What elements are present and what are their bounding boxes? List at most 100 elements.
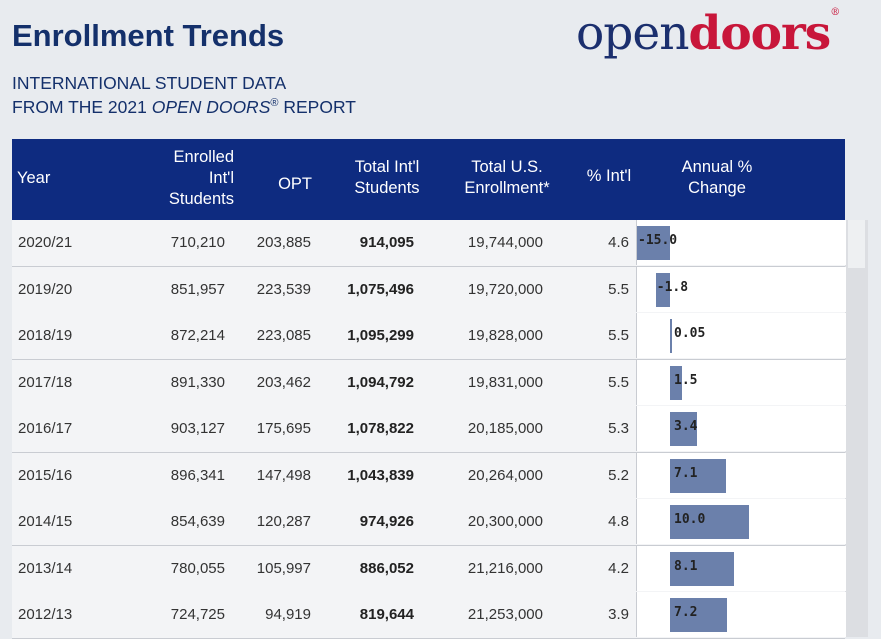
total-us-cell: 21,216,000 xyxy=(467,559,543,577)
table-row: 2014/15 854,639 120,287 974,926 20,300,000 4.… xyxy=(12,499,846,546)
change-bar xyxy=(670,365,682,400)
change-label: 10.0 xyxy=(674,512,706,527)
opt-cell: 203,885 xyxy=(256,234,311,251)
change-bar xyxy=(670,458,727,493)
total-intl-cell: 1,078,822 xyxy=(347,420,414,437)
total-intl-cell: 1,043,839 xyxy=(347,466,414,484)
table-row: 2018/19 872,214 223,085 1,095,299 19,828,000… xyxy=(12,313,846,360)
change-bar xyxy=(670,412,697,446)
change-label: 8.1 xyxy=(674,558,698,574)
year-cell: 2012/13 xyxy=(18,606,73,623)
table-row: 2020/21 710,210 203,885 914,095 19,744,000 4.… xyxy=(12,220,846,267)
logo-mark: ® xyxy=(830,7,840,18)
opt-cell: 175,695 xyxy=(256,420,311,437)
subtitle-text: FROM THE 2021 xyxy=(12,97,147,117)
change-cell: 7.2 xyxy=(636,592,846,637)
change-label: 3.4 xyxy=(674,419,698,434)
total-us-cell: 19,831,000 xyxy=(467,373,543,391)
change-label: 7.1 xyxy=(674,465,698,481)
enrolled-cell: 724,725 xyxy=(170,606,225,623)
subtitle: INTERNATIONAL STUDENT DATA xyxy=(12,73,287,93)
total-intl-cell: 1,094,792 xyxy=(347,373,414,391)
enrolled-cell: 854,639 xyxy=(170,513,225,530)
total-us-cell: 19,720,000 xyxy=(467,280,543,298)
change-cell: 10.0 xyxy=(636,499,846,544)
enrolled-cell: 872,214 xyxy=(170,327,225,344)
subtitle: FROM THE 2021 OPEN DOORS® REPORT xyxy=(12,97,356,118)
enrolled-cell: 780,055 xyxy=(170,559,225,577)
registered: ® xyxy=(270,97,279,110)
total-intl-cell: 974,926 xyxy=(359,513,414,530)
opt-cell: 223,539 xyxy=(256,280,311,298)
table-row: 2013/14 780,055 105,997 886,052 21,216,000 4.… xyxy=(12,545,846,593)
col-header[interactable]: Total U.S. Enrollment* xyxy=(464,158,550,197)
table-row: 2015/16 896,341 147,498 1,043,839 20,264,000… xyxy=(12,452,846,500)
enrolled-cell: 903,127 xyxy=(170,420,225,437)
table-row: 2012/13 724,725 94,919 819,644 21,253,000 3.9… xyxy=(12,592,846,639)
total-us-cell: 20,264,000 xyxy=(467,466,543,484)
pct-intl-cell: 5.5 xyxy=(608,280,629,298)
subtitle-italic: OPEN DOORS xyxy=(151,97,271,117)
change-label: -1.8 xyxy=(656,279,689,295)
year-cell: 2013/14 xyxy=(18,559,73,577)
change-bar xyxy=(655,272,670,307)
change-cell: -1.8 xyxy=(636,266,846,312)
total-us-cell: 19,828,000 xyxy=(467,327,543,344)
opt-cell: 203,462 xyxy=(256,373,311,391)
scroll-thumb[interactable] xyxy=(848,220,865,268)
pct-intl-cell: 5.2 xyxy=(608,466,629,484)
change-cell: -15.0 xyxy=(636,220,846,265)
change-label: -15.0 xyxy=(638,233,678,248)
total-intl-cell: 914,095 xyxy=(359,234,414,251)
logo[interactable]: opendoors® xyxy=(576,6,840,61)
total-us-cell: 19,744,000 xyxy=(467,234,543,251)
change-label: 7.2 xyxy=(674,605,698,620)
opt-cell: 223,085 xyxy=(256,327,311,344)
pct-intl-cell: 4.2 xyxy=(608,559,629,577)
pct-intl-cell: 5.5 xyxy=(608,373,629,391)
total-us-cell: 20,300,000 xyxy=(467,513,543,530)
pct-intl-cell: 5.3 xyxy=(608,420,629,437)
col-header[interactable]: Enrolled Int'l Students xyxy=(168,148,234,208)
col-header[interactable]: % Int'l xyxy=(586,167,632,185)
change-cell: 0.05 xyxy=(636,313,846,358)
change-bar xyxy=(637,226,670,260)
year-cell: 2018/19 xyxy=(18,327,73,344)
title: Enrollment Trends xyxy=(12,18,285,53)
pct-intl-cell: 3.9 xyxy=(608,606,629,623)
col-header[interactable]: Total Int'l Students xyxy=(354,158,420,197)
enrolled-cell: 891,330 xyxy=(170,373,225,391)
change-cell: 7.1 xyxy=(636,452,846,498)
logo-doors: doors xyxy=(688,6,831,61)
table-header: Year Enrolled Int'l Students OPT Total I… xyxy=(12,139,845,220)
change-bar xyxy=(670,505,749,539)
change-bar xyxy=(670,598,727,632)
pct-intl-cell: 4.6 xyxy=(608,234,629,251)
change-label: 0.05 xyxy=(674,326,706,341)
year-cell: 2016/17 xyxy=(18,420,73,437)
opt-cell: 120,287 xyxy=(256,513,311,530)
scrollbar[interactable] xyxy=(845,220,868,637)
year-cell: 2020/21 xyxy=(18,234,73,251)
change-bar xyxy=(670,319,672,353)
opt-cell: 94,919 xyxy=(265,606,311,623)
col-header[interactable]: OPT xyxy=(278,175,312,193)
table-row: 2019/20 851,957 223,539 1,075,496 19,720,000… xyxy=(12,266,846,314)
total-us-cell: 20,185,000 xyxy=(467,420,543,437)
table-row: 2016/17 903,127 175,695 1,078,822 20,185,000… xyxy=(12,406,846,453)
change-label: 1.5 xyxy=(674,372,698,388)
enrolled-cell: 851,957 xyxy=(170,280,225,298)
year-cell: 2015/16 xyxy=(18,466,73,484)
opt-cell: 147,498 xyxy=(256,466,311,484)
col-header[interactable]: Annual % Change xyxy=(681,158,753,197)
opt-cell: 105,997 xyxy=(256,559,311,577)
total-intl-cell: 886,052 xyxy=(359,559,414,577)
col-header[interactable]: Year xyxy=(17,169,51,187)
pct-intl-cell: 5.5 xyxy=(608,327,629,344)
total-intl-cell: 1,095,299 xyxy=(347,327,414,344)
table-row: 2017/18 891,330 203,462 1,094,792 19,831,000… xyxy=(12,359,846,407)
year-cell: 2019/20 xyxy=(18,280,73,298)
enrolled-cell: 710,210 xyxy=(170,234,225,251)
change-cell: 8.1 xyxy=(636,545,846,591)
